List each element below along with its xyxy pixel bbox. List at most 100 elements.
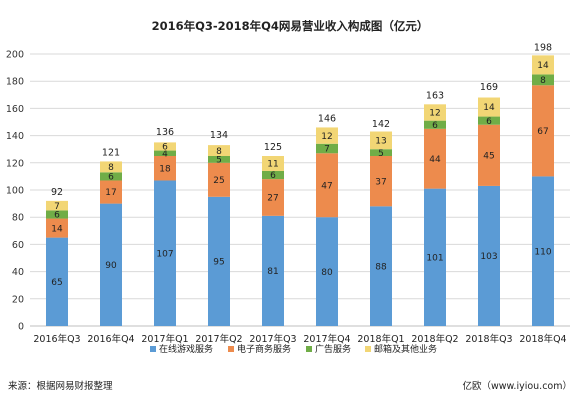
bar-stack: 80 47 7 12 146	[316, 113, 338, 326]
y-tick-label: 140	[6, 131, 24, 142]
bar-segment	[316, 143, 338, 154]
bar-segment	[316, 127, 338, 144]
x-tick-label: 2017年Q4	[303, 333, 350, 345]
data-label: 14	[51, 224, 63, 234]
data-label: 8	[540, 76, 546, 86]
bar-segment	[208, 145, 230, 156]
data-label: 6	[270, 171, 276, 181]
bar-segment	[100, 161, 122, 173]
data-label: 14	[537, 61, 549, 71]
bar-stacks: 6514679290176812110718461369525581348127…	[46, 43, 554, 326]
data-label: 47	[321, 181, 332, 191]
bar-segment	[424, 188, 446, 326]
x-axis: 2016年Q3 2016年Q4 2017年Q1 2017年Q2 2017年Q3 2017年…	[33, 333, 566, 345]
data-label: 81	[267, 267, 278, 277]
data-label: 12	[321, 132, 332, 142]
data-label: 45	[483, 152, 494, 162]
x-tick-label: 2017年Q2	[195, 333, 242, 345]
x-tick-label: 2018年Q3	[465, 333, 512, 345]
y-tick-label: 80	[12, 213, 24, 224]
data-label: 44	[429, 155, 441, 165]
legend-label: 邮箱及其他业务	[374, 343, 437, 355]
bar-stack: 90 17 68 121	[100, 147, 122, 326]
legend-item: 邮箱及其他业务	[365, 343, 437, 355]
total-label: 136	[156, 127, 174, 138]
data-label: 6	[54, 211, 60, 221]
bar-stack: 101 44 6 12 163	[424, 90, 446, 326]
bar-segment	[424, 104, 446, 121]
data-label: 8	[108, 163, 114, 173]
bar-segment	[478, 97, 500, 117]
data-label: 101	[426, 254, 443, 264]
bar-segment	[316, 153, 338, 218]
legend-swatch	[228, 346, 234, 352]
x-tick-label: 2016年Q4	[87, 333, 134, 345]
y-tick-label: 0	[18, 322, 24, 333]
total-label: 146	[318, 113, 336, 124]
total-label: 134	[210, 130, 228, 141]
bar-stack: 103 45 6 14 169	[478, 82, 500, 326]
chart-title: 2016年Q3-2018年Q4网易营业收入构成图（亿元）	[151, 19, 429, 33]
bar-stack: 95 25 58 134	[208, 130, 230, 326]
data-label: 6	[108, 173, 114, 183]
bar-segment	[370, 156, 392, 207]
data-label: 27	[267, 194, 278, 204]
data-label: 65	[51, 278, 62, 288]
legend-swatch	[150, 346, 156, 352]
y-tick-label: 100	[6, 186, 24, 197]
bar-segment	[46, 218, 68, 238]
x-tick-label: 2017年Q1	[141, 333, 188, 345]
data-label: 6	[486, 117, 492, 127]
data-label: 13	[375, 137, 386, 147]
data-label: 7	[54, 202, 60, 212]
legend-item: 在线游戏服务	[150, 343, 213, 355]
bar-segment	[262, 179, 284, 216]
data-label: 7	[324, 145, 330, 155]
bar-segment	[262, 170, 284, 180]
watermark-text: 亿欧（www.iyiou.com）	[462, 381, 572, 392]
bar-segment	[46, 200, 68, 211]
total-label: 163	[426, 90, 444, 101]
bar-segment	[424, 120, 446, 129]
bar-segment	[478, 124, 500, 186]
data-label: 11	[267, 160, 278, 170]
total-label: 125	[264, 142, 282, 153]
data-label: 107	[156, 249, 173, 259]
data-label: 6	[162, 143, 168, 153]
legend-label: 广告服务	[315, 343, 351, 355]
data-label: 110	[534, 247, 551, 257]
bar-segment	[532, 176, 554, 326]
x-tick-label: 2018年Q4	[519, 333, 566, 345]
y-tick-label: 180	[6, 77, 24, 88]
bar-segment	[370, 131, 392, 150]
bar-stack: 110 67 8 14 198	[532, 43, 554, 326]
bar-segment	[208, 156, 230, 163]
bar-segment	[100, 203, 122, 326]
bar-segment	[316, 217, 338, 326]
total-label: 142	[372, 119, 390, 130]
y-tick-label: 200	[6, 50, 24, 61]
total-label: 121	[102, 147, 120, 158]
bar-stack: 107 18 46 136	[154, 127, 176, 326]
legend-swatch	[306, 346, 312, 352]
x-tick-label: 2016年Q3	[33, 333, 80, 345]
data-label: 103	[480, 252, 497, 262]
y-tick-label: 60	[12, 240, 24, 251]
bar-segment	[100, 180, 122, 204]
bar-segment	[154, 156, 176, 181]
bar-segment	[154, 142, 176, 151]
legend: 在线游戏服务 电子商务服务 广告服务 邮箱及其他业务	[150, 343, 437, 355]
legend-item: 广告服务	[306, 343, 351, 355]
y-tick-label: 20	[12, 294, 24, 305]
data-label: 6	[432, 121, 438, 131]
data-label: 8	[216, 147, 222, 157]
data-label: 4	[162, 149, 168, 159]
total-label: 92	[51, 187, 63, 198]
bar-segment	[424, 128, 446, 189]
data-label: 14	[483, 103, 495, 113]
data-label: 67	[537, 127, 548, 137]
bar-segment	[532, 55, 554, 75]
data-label: 18	[159, 164, 171, 174]
bar-segment	[100, 172, 122, 181]
